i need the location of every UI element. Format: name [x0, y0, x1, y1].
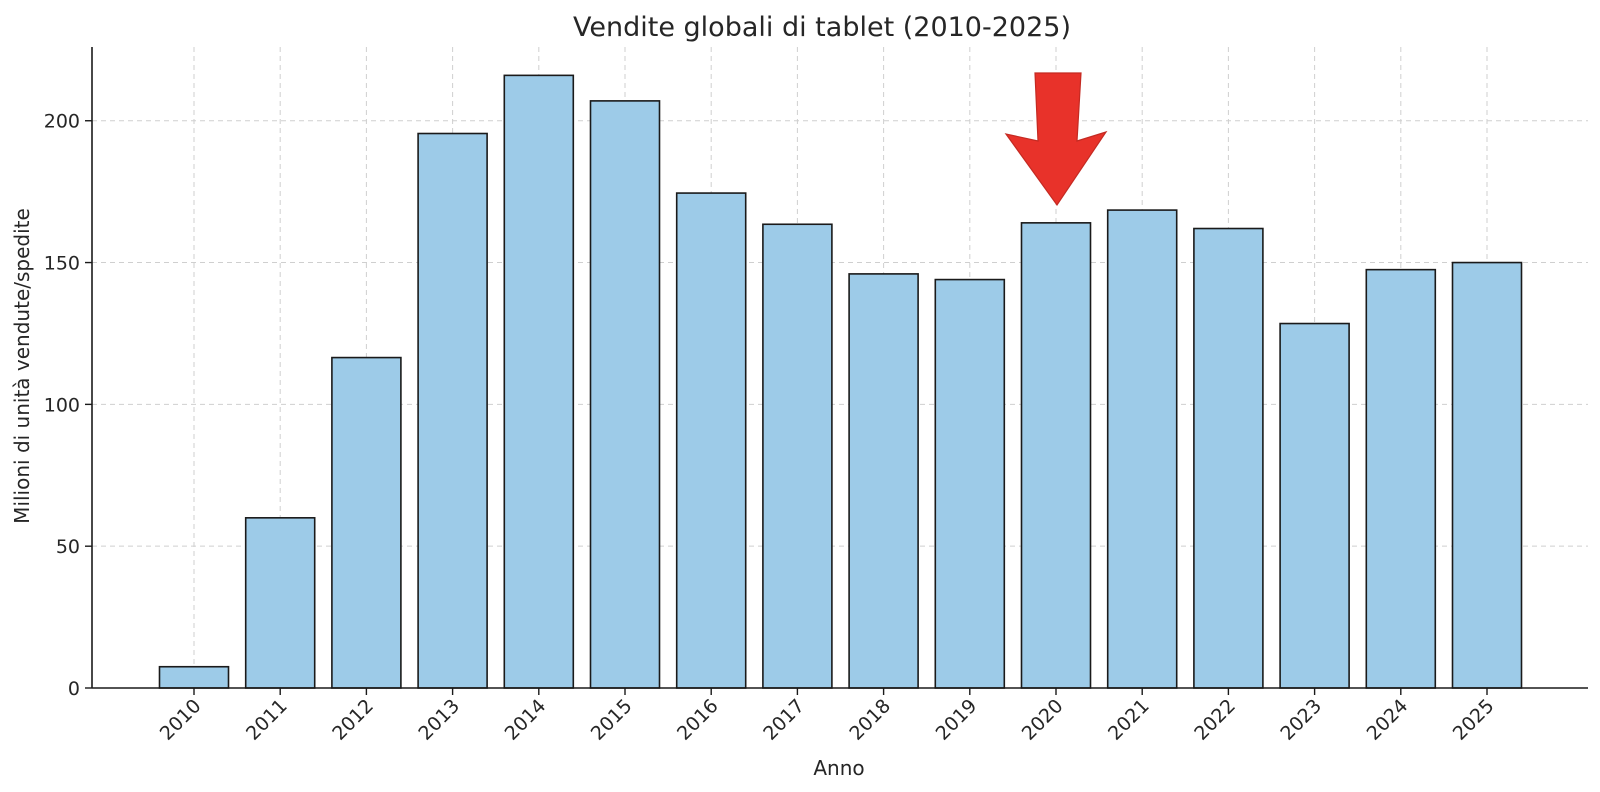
- bar-2014: [503, 74, 575, 689]
- y-tick-label: 200: [44, 111, 80, 133]
- x-axis-label: Anno: [813, 756, 864, 780]
- x-tick-label: 2024: [1363, 695, 1413, 745]
- bar-2025: [1451, 261, 1523, 689]
- x-tick-label: 2022: [1190, 695, 1240, 745]
- x-tick-label: 2018: [845, 695, 895, 745]
- y-tick-label: 0: [68, 678, 80, 700]
- x-ticks: 2010 2011 2012 2013 2014 2015 2016 2017 2018 2019…: [156, 688, 1499, 745]
- y-ticks: 0 50 100 150 200: [44, 111, 92, 700]
- bar-2015: [589, 100, 661, 689]
- axes: [91, 47, 1588, 689]
- x-tick-label: 2013: [414, 695, 464, 745]
- bar-2024: [1365, 268, 1437, 689]
- bar-2011: [244, 517, 316, 689]
- bar-2013: [417, 132, 488, 689]
- bar-2016: [675, 192, 747, 689]
- x-tick-label: 2010: [156, 695, 206, 745]
- x-tick-label: 2023: [1276, 695, 1326, 745]
- bar-2023: [1279, 322, 1350, 689]
- chart-title: Vendite globali di tablet (2010-2025): [573, 12, 1071, 43]
- bars: [158, 74, 1523, 689]
- bar-2020: [1020, 222, 1092, 689]
- y-tick-label: 100: [44, 394, 80, 416]
- annotation: [1004, 72, 1108, 207]
- x-tick-label: 2025: [1449, 695, 1499, 745]
- bar-2022: [1193, 227, 1264, 689]
- x-tick-label: 2012: [328, 695, 378, 745]
- y-axis-label: Milioni di unità vendute/spedite: [10, 208, 34, 524]
- grid: [92, 47, 1588, 688]
- x-tick-label: 2021: [1104, 695, 1154, 745]
- y-tick-label: 150: [44, 253, 80, 275]
- x-tick-label: 2017: [759, 695, 809, 745]
- bar-2010: [158, 665, 230, 689]
- red-arrow-annotation: [1004, 72, 1108, 207]
- x-tick-label: 2015: [587, 695, 637, 745]
- x-tick-label: 2011: [242, 695, 292, 745]
- x-tick-label: 2019: [932, 695, 982, 745]
- bar-2021: [1106, 209, 1178, 689]
- x-tick-label: 2014: [501, 695, 551, 745]
- bar-2018: [848, 273, 919, 689]
- bar-2017: [762, 223, 833, 689]
- x-tick-label: 2020: [1018, 695, 1068, 745]
- bar-2012: [331, 356, 402, 689]
- bar-2019: [934, 278, 1006, 689]
- y-tick-label: 50: [56, 536, 80, 558]
- x-tick-label: 2016: [673, 695, 723, 745]
